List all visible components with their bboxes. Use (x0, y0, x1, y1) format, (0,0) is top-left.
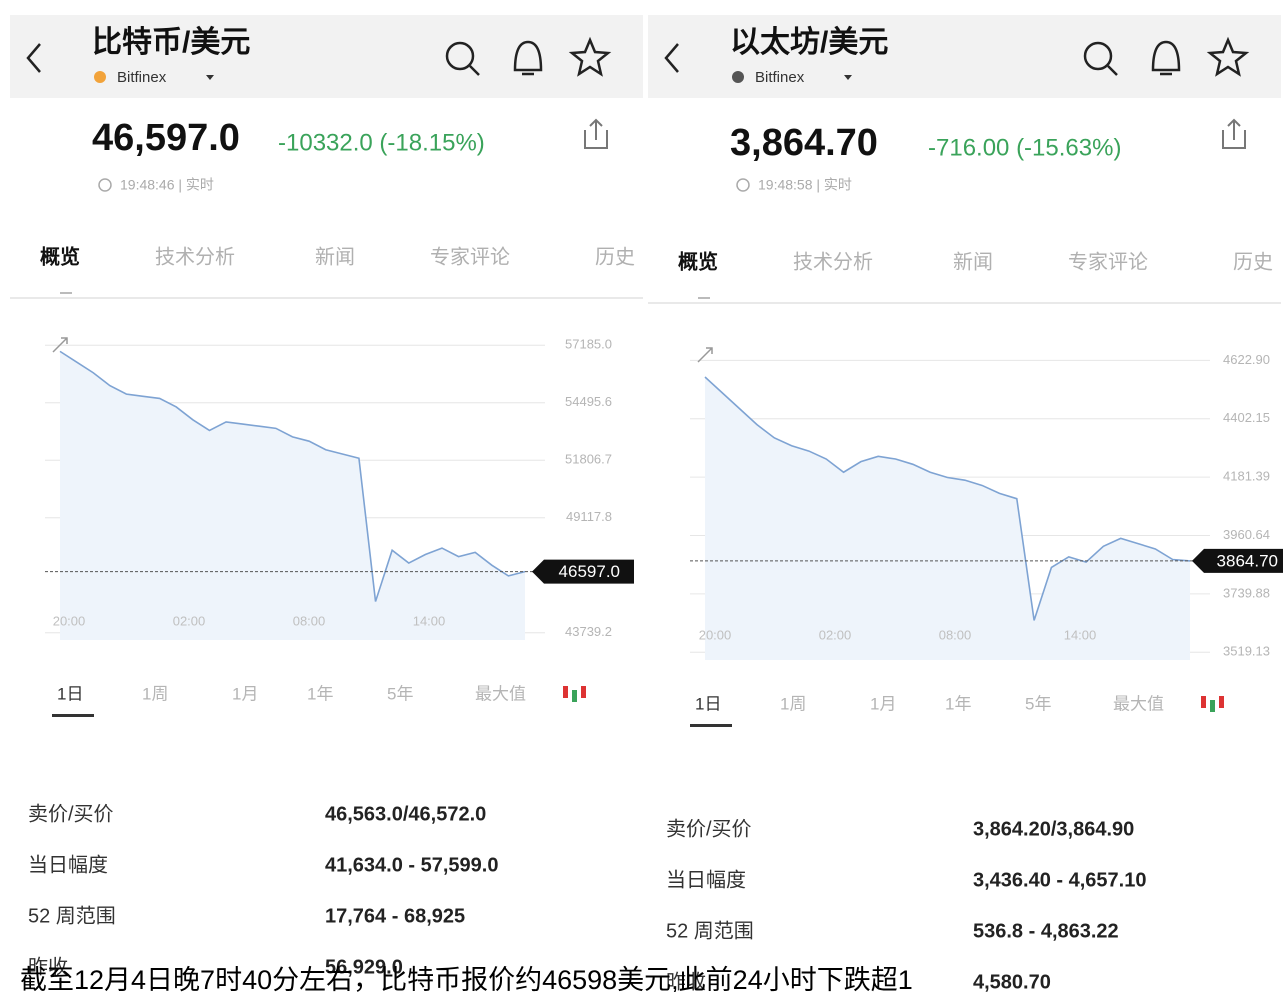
range-button[interactable]: 1周 (142, 684, 168, 703)
range-button[interactable]: 5年 (1025, 694, 1051, 713)
exchange-name[interactable]: Bitfinex (117, 69, 167, 86)
price-change: -716.00 (-15.63%) (928, 134, 1121, 161)
x-tick-label: 08:00 (293, 613, 326, 628)
stat-label: 52 周范围 (28, 904, 116, 927)
tab[interactable]: 历史 (1233, 250, 1273, 273)
last-price-label: 3864.70 (1217, 551, 1278, 570)
stat-label: 当日幅度 (28, 853, 108, 876)
tab[interactable]: 概览 (40, 244, 80, 268)
stat-label: 卖价/买价 (666, 817, 752, 840)
stat-label: 卖价/买价 (28, 802, 114, 825)
pair-title: 以太坊/美元 (730, 25, 888, 59)
range-button[interactable]: 1月 (232, 684, 258, 703)
range-indicator (52, 714, 94, 717)
stat-value: 3,864.20/3,864.90 (973, 818, 1134, 840)
exchange-name[interactable]: Bitfinex (755, 69, 805, 86)
stat-label: 52 周范围 (666, 919, 754, 942)
candle-icon[interactable] (563, 686, 568, 698)
candle-icon[interactable] (581, 686, 586, 698)
stat-value: 536.8 - 4,863.22 (973, 920, 1119, 942)
divider (643, 0, 648, 992)
x-tick-label: 14:00 (413, 613, 446, 628)
y-tick-label: 3519.13 (1223, 644, 1270, 659)
tab[interactable]: 技术分析 (793, 250, 873, 273)
tab[interactable]: 历史 (595, 245, 635, 268)
stat-value: 17,764 - 68,925 (325, 905, 465, 927)
tab[interactable]: 新闻 (315, 245, 355, 268)
tab[interactable]: 专家评论 (430, 245, 510, 268)
tab[interactable]: 技术分析 (155, 245, 235, 268)
exchange-icon (94, 71, 106, 83)
tab[interactable]: 专家评论 (1068, 250, 1148, 273)
stat-value: 4,580.70 (973, 971, 1051, 992)
x-tick-label: 20:00 (699, 627, 732, 642)
y-tick-label: 3739.88 (1223, 585, 1270, 600)
last-price: 3,864.70 (730, 122, 878, 164)
page: 比特币/美元 Bitfinex 46,597.0 -10332.0 (-18.15%)… (0, 0, 1283, 992)
y-tick-label: 4402.15 (1223, 410, 1270, 425)
x-tick-label: 02:00 (819, 627, 852, 642)
y-tick-label: 4622.90 (1223, 352, 1270, 367)
exchange-icon (732, 71, 744, 83)
quote-time: 19:48:58 | 实时 (758, 177, 852, 193)
tab-indicator (698, 297, 710, 299)
range-button[interactable]: 1日 (695, 694, 721, 713)
tab-indicator (60, 292, 72, 294)
quote-time: 19:48:46 | 实时 (120, 177, 214, 193)
stat-value: 41,634.0 - 57,599.0 (325, 854, 498, 876)
y-tick-label: 49117.8 (566, 509, 612, 524)
price-change: -10332.0 (-18.15%) (278, 129, 485, 156)
range-button[interactable]: 1年 (307, 684, 333, 703)
x-tick-label: 20:00 (53, 613, 86, 628)
last-price-label: 46597.0 (559, 562, 620, 581)
range-button[interactable]: 最大值 (475, 684, 526, 703)
tab[interactable]: 新闻 (953, 250, 993, 273)
candle-icon[interactable] (572, 690, 577, 702)
range-button[interactable]: 1日 (57, 684, 83, 703)
stat-value: 46,563.0/46,572.0 (325, 803, 486, 825)
range-button[interactable]: 5年 (387, 684, 413, 703)
candle-icon[interactable] (1210, 700, 1215, 712)
y-tick-label: 4181.39 (1223, 469, 1270, 484)
candle-icon[interactable] (1201, 696, 1206, 708)
x-tick-label: 08:00 (939, 627, 972, 642)
x-tick-label: 14:00 (1064, 627, 1097, 642)
range-indicator (690, 724, 732, 727)
tab[interactable]: 概览 (678, 249, 718, 273)
stat-label: 当日幅度 (666, 868, 746, 891)
y-tick-label: 3960.64 (1223, 527, 1270, 542)
screenshot: 比特币/美元 Bitfinex 46,597.0 -10332.0 (-18.15%)… (0, 0, 1283, 992)
range-button[interactable]: 1年 (945, 694, 971, 713)
range-button[interactable]: 最大值 (1113, 694, 1164, 713)
range-button[interactable]: 1月 (870, 694, 896, 713)
y-tick-label: 57185.0 (565, 337, 612, 352)
y-tick-label: 51806.7 (565, 452, 612, 467)
y-tick-label: 54495.6 (565, 394, 612, 409)
y-tick-label: 43739.2 (565, 624, 612, 639)
range-button[interactable]: 1周 (780, 694, 806, 713)
candle-icon[interactable] (1219, 696, 1224, 708)
last-price: 46,597.0 (92, 117, 240, 159)
x-tick-label: 02:00 (173, 613, 206, 628)
caption: 截至12月4日晚7时40分左右，比特币报价约46598美元,此前24小时下跌超1 (20, 965, 913, 992)
stat-value: 3,436.40 - 4,657.10 (973, 869, 1146, 891)
pair-title: 比特币/美元 (92, 25, 250, 59)
